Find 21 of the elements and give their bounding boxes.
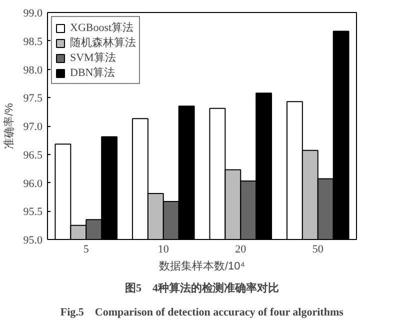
x-tick-label: 5 [83, 244, 90, 256]
y-tick-label: 98.5 [23, 36, 43, 48]
legend-label: SVM算法 [70, 51, 116, 65]
y-tick-label: 96.5 [23, 149, 43, 162]
y-tick-label: 98.0 [23, 64, 43, 76]
x-axis-title: 数据集样本数/10⁴ [158, 260, 246, 272]
y-tick-label: 99.0 [23, 8, 43, 20]
y-tick-label: 96.0 [23, 178, 43, 190]
caption: 图5 4种算法的检测准确率对比 [125, 282, 279, 294]
y-tick-label: 95.5 [23, 206, 43, 218]
x-tick-label: 50 [312, 244, 324, 256]
y-tick-label: 97.0 [23, 121, 43, 133]
legend-label: 随机森林算法 [70, 36, 136, 50]
y-tick-label: 95.0 [23, 234, 43, 246]
x-tick-label: 10 [158, 244, 170, 256]
x-tick-label: 20 [235, 244, 247, 256]
legend-label: DBN算法 [70, 66, 116, 80]
caption: Fig.5 Comparison of detection accuracy of four algorithms [60, 306, 344, 318]
y-axis-title: 准确率/% [2, 102, 16, 149]
legend-label: XGBoost算法 [70, 21, 134, 35]
y-tick-label: 97.5 [23, 92, 43, 105]
